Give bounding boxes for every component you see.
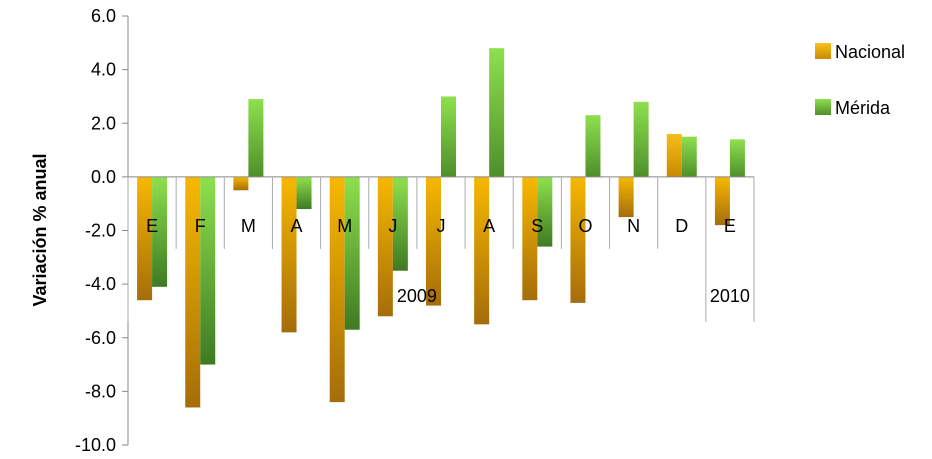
legend-swatch bbox=[815, 99, 831, 115]
x-group-label: 2009 bbox=[397, 286, 437, 306]
x-tick-label: J bbox=[437, 216, 446, 236]
y-axis: -10.0 -8.0 -6.0 -4.0 -2.0 0.0 2.0 4.0 6.0 bbox=[75, 6, 129, 455]
bar-merida bbox=[344, 176, 360, 330]
bar-merida bbox=[441, 96, 456, 177]
bar-nacional bbox=[281, 176, 297, 333]
bar-nacional bbox=[233, 176, 249, 191]
x-tick-label: N bbox=[627, 216, 640, 236]
y-tick-label: -10.0 bbox=[75, 435, 116, 455]
y-tick-label: -6.0 bbox=[85, 328, 116, 348]
legend-swatch bbox=[815, 43, 831, 59]
bar-merida bbox=[489, 48, 505, 177]
bar-merida bbox=[392, 176, 408, 271]
y-tick-label: 6.0 bbox=[91, 6, 116, 26]
bars bbox=[137, 48, 745, 408]
x-tick-label: D bbox=[675, 216, 688, 236]
y-axis-title: Variación % anual bbox=[30, 153, 50, 306]
bar-merida bbox=[296, 176, 312, 210]
bar-merida bbox=[152, 176, 168, 287]
bar-nacional bbox=[377, 176, 393, 317]
bar-nacional bbox=[714, 176, 730, 226]
y-tick-label: -2.0 bbox=[85, 221, 116, 241]
y-tick-label: -4.0 bbox=[85, 274, 116, 294]
bar-nacional bbox=[666, 133, 682, 177]
bar-nacional bbox=[185, 176, 201, 408]
x-tick-label: E bbox=[146, 216, 158, 236]
bar-nacional bbox=[137, 176, 153, 301]
bar-nacional bbox=[426, 176, 441, 306]
x-tick-label: O bbox=[578, 216, 592, 236]
x-tick-label: A bbox=[483, 216, 495, 236]
bar-merida bbox=[633, 101, 649, 177]
bar-merida bbox=[248, 99, 264, 177]
y-tick-label: 2.0 bbox=[91, 113, 116, 133]
x-tick-label: S bbox=[531, 216, 543, 236]
x-tick-label: M bbox=[241, 216, 256, 236]
y-tick-label: 0.0 bbox=[91, 167, 116, 187]
x-axis: E F M A M J J A S O N D E 2009 2010 bbox=[127, 176, 755, 322]
bar-nacional bbox=[570, 176, 586, 303]
x-group-label: 2010 bbox=[710, 286, 750, 306]
bar-nacional bbox=[329, 176, 345, 403]
x-tick-label: J bbox=[388, 216, 397, 236]
bar-merida bbox=[585, 115, 601, 177]
bar-merida bbox=[729, 139, 745, 177]
x-tick-label: A bbox=[291, 216, 303, 236]
x-tick-label: F bbox=[195, 216, 206, 236]
x-tick-label: M bbox=[337, 216, 352, 236]
bar-nacional bbox=[474, 176, 490, 325]
legend: Nacional Mérida bbox=[815, 42, 905, 118]
bar-nacional bbox=[522, 176, 538, 301]
bar-merida bbox=[681, 136, 697, 177]
y-tick-label: 4.0 bbox=[91, 60, 116, 80]
bar-merida bbox=[200, 176, 216, 365]
legend-label: Nacional bbox=[835, 42, 905, 62]
bar-nacional bbox=[618, 176, 634, 218]
bar-merida bbox=[537, 176, 553, 247]
legend-label: Mérida bbox=[835, 98, 891, 118]
y-tick-label: -8.0 bbox=[85, 381, 116, 401]
x-tick-label: E bbox=[724, 216, 736, 236]
